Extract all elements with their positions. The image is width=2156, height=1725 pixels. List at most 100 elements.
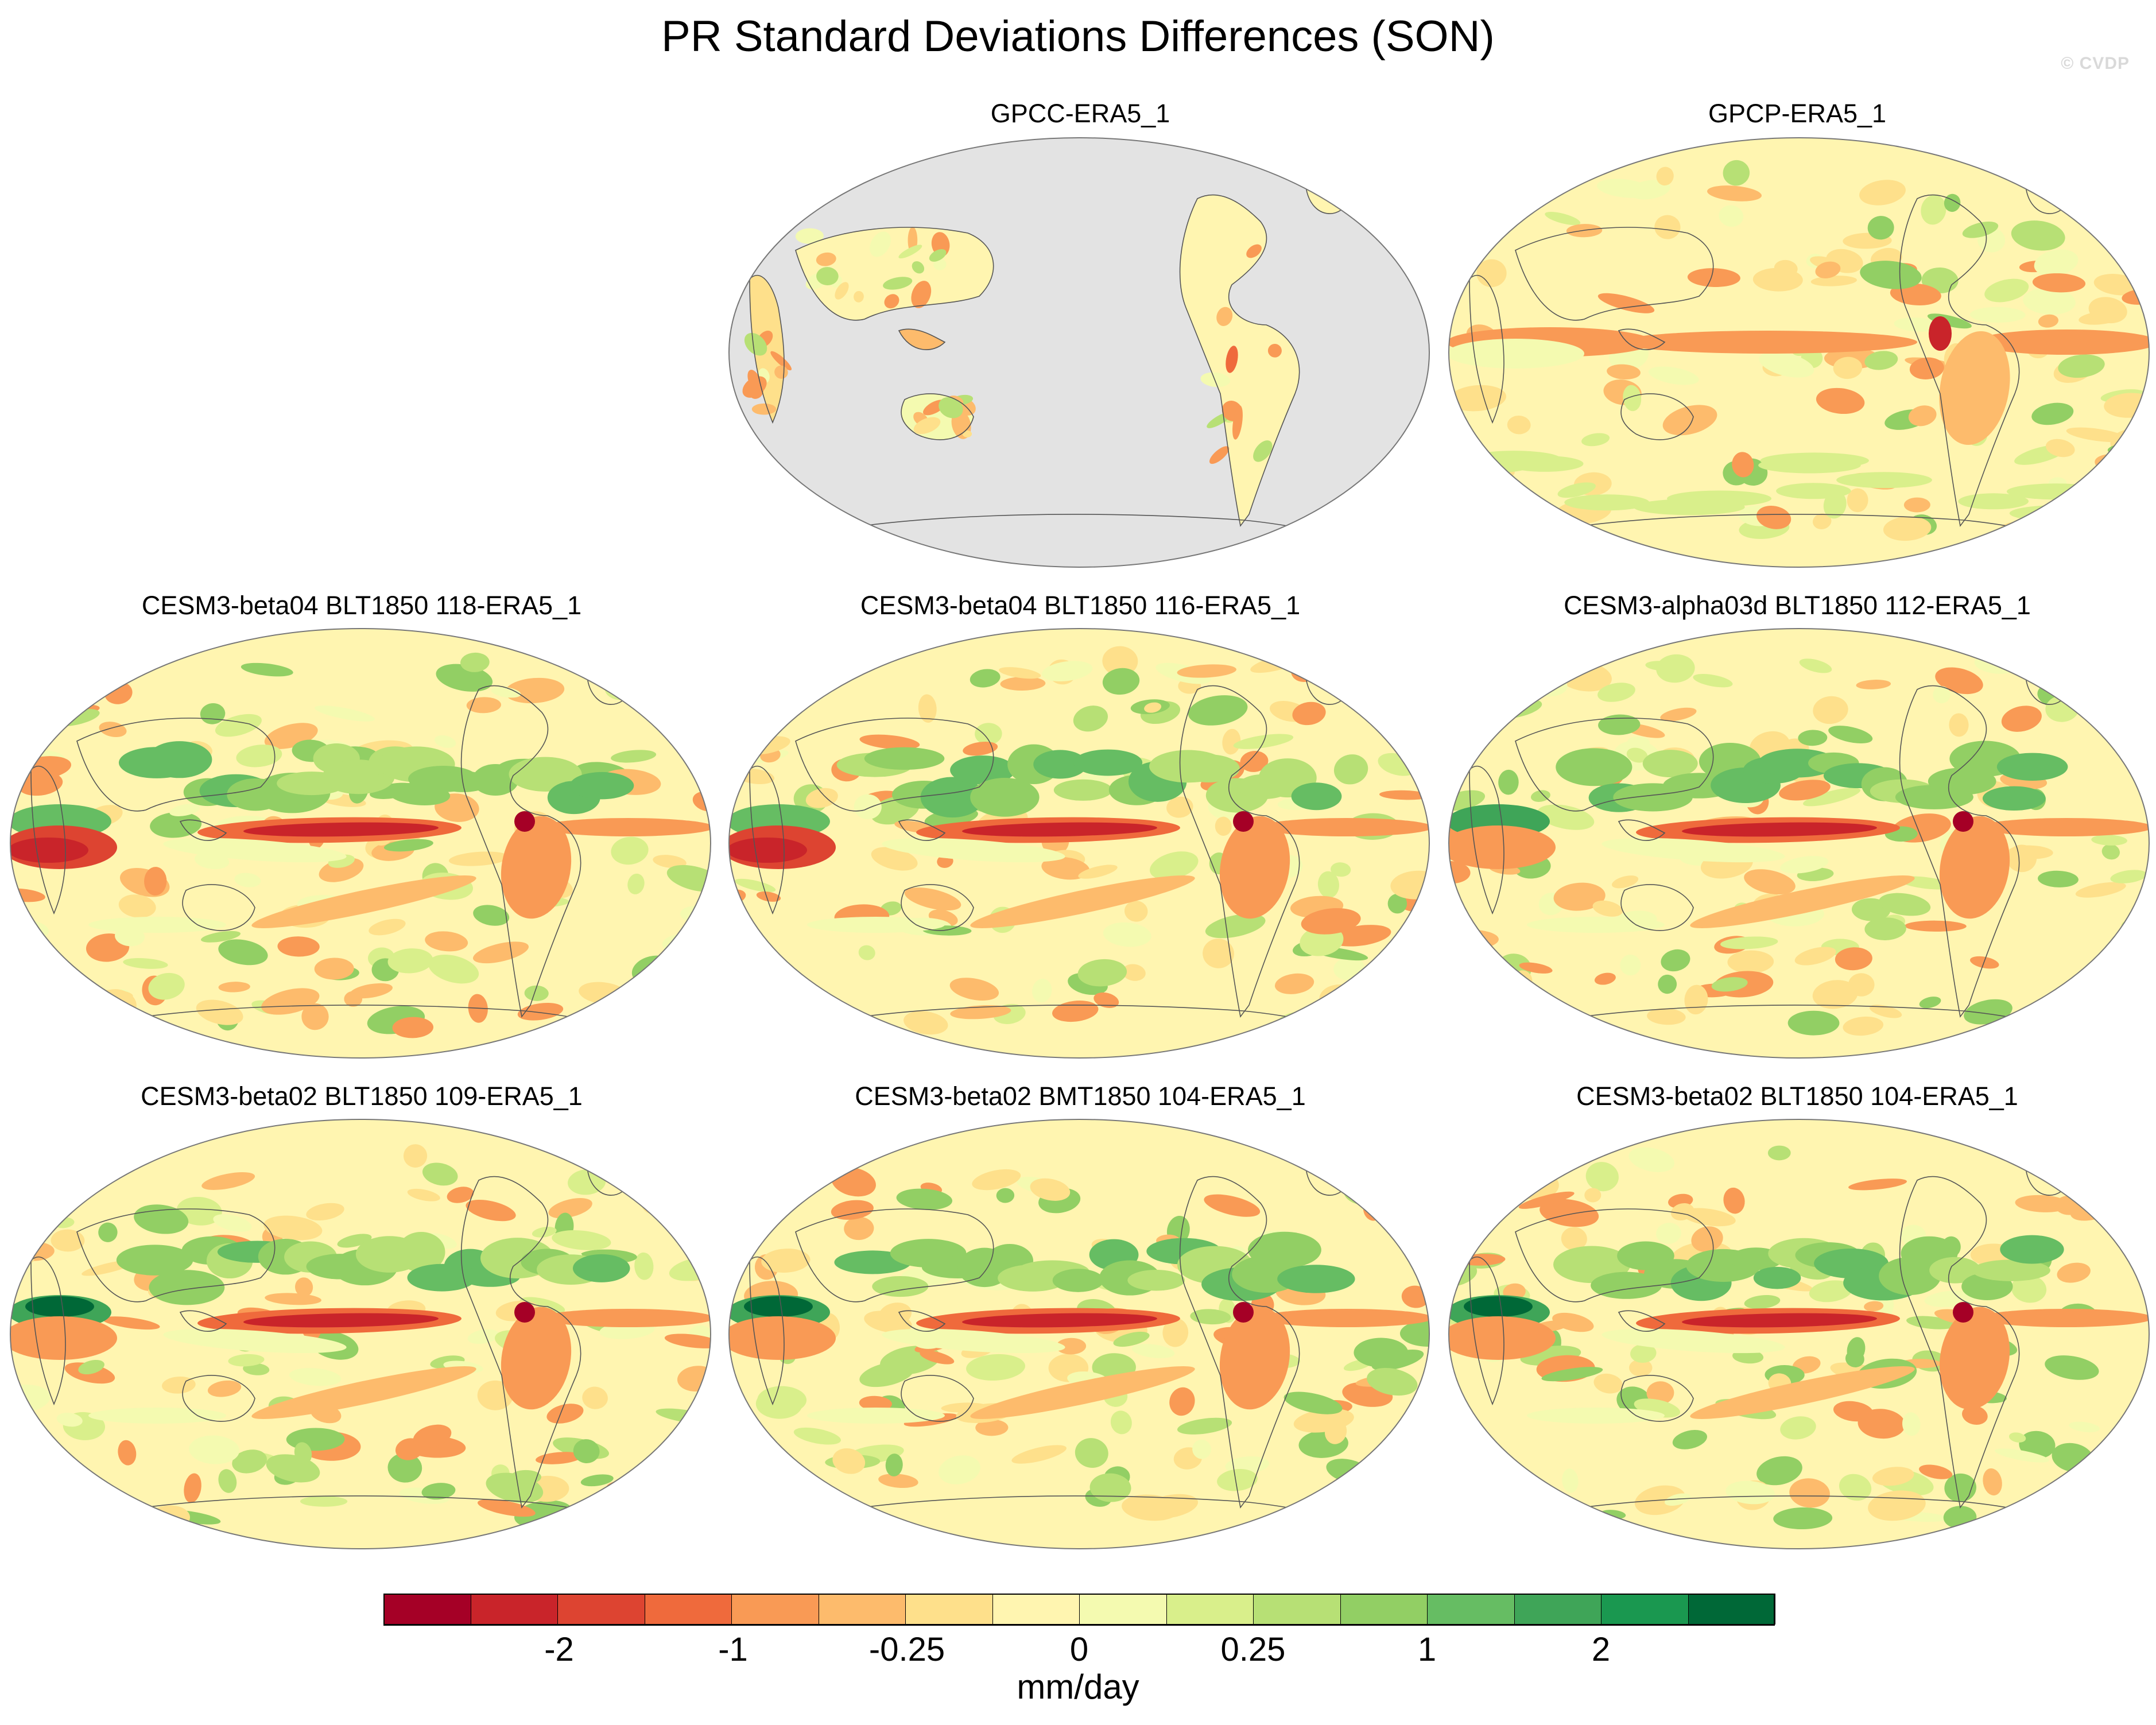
anomaly-patch <box>201 1172 255 1190</box>
anomaly-patch <box>2019 1431 2056 1459</box>
land-anomaly <box>751 403 777 415</box>
anomaly-patch <box>1720 936 1778 949</box>
anomaly-patch <box>1903 497 1930 513</box>
anomaly-patch <box>466 1200 516 1222</box>
green-band <box>397 1231 445 1273</box>
anomaly-patch <box>1626 747 1648 763</box>
anomaly-patch <box>1799 658 1832 673</box>
anomaly-patch <box>1872 1467 1914 1486</box>
anomaly-patch <box>805 788 838 808</box>
anomaly-patch <box>1205 913 1266 939</box>
anomaly-patch <box>1113 1331 1150 1347</box>
anomaly-patch <box>1562 1468 1579 1493</box>
anomaly-patch <box>1864 351 1898 370</box>
anomaly-patch <box>1032 978 1052 1003</box>
anomaly-patch <box>2101 844 2120 860</box>
anomaly-patch <box>1449 385 1506 412</box>
southern-band <box>1527 917 1665 933</box>
anomaly-patch <box>144 867 167 896</box>
anomaly-patch <box>1073 705 1108 732</box>
pacific-south-band <box>1602 838 1785 863</box>
anomaly-patch <box>1190 1309 1231 1325</box>
anomaly-patch <box>972 1169 1021 1191</box>
anomaly-patch <box>413 1424 452 1448</box>
map-field <box>1449 629 2149 1058</box>
anomaly-patch <box>1707 185 1762 201</box>
land-anomaly <box>929 249 947 262</box>
anomaly-patch <box>1656 1223 1681 1244</box>
anomaly-patch <box>434 735 456 748</box>
green-band <box>1177 754 1240 782</box>
colorbar-swatch <box>383 1594 471 1625</box>
anomaly-patch <box>2034 249 2079 276</box>
anomaly-patch <box>2011 1274 2047 1303</box>
indian-ocean-core <box>1464 1296 1533 1317</box>
anomaly-patch <box>1077 959 1127 987</box>
green-band <box>572 1254 630 1282</box>
anomaly-patch <box>1630 1344 1657 1363</box>
indian-ocean-core <box>729 838 807 863</box>
pacific-cold-tongue-core <box>243 1313 439 1328</box>
anomaly-patch <box>763 988 806 1005</box>
atlantic-itcz <box>1980 818 2149 836</box>
anomaly-patch <box>767 1502 809 1527</box>
coastline-asia <box>795 1208 994 1303</box>
map-bmt104 <box>728 1119 1430 1549</box>
anomaly-patch <box>1461 464 1486 486</box>
panel-title-116: CESM3-beta04 BLT1850 116-ERA5_1 <box>860 591 1301 620</box>
anomaly-patch <box>69 1493 112 1513</box>
colorbar-tick-label: 1 <box>1417 1631 1437 1668</box>
anomaly-patch <box>1867 216 1894 240</box>
anomaly-patch <box>859 1395 892 1411</box>
anomaly-patch <box>735 878 776 892</box>
anomaly-patch <box>1549 164 1573 176</box>
anomaly-patch <box>1779 780 1831 801</box>
anomaly-patch <box>148 972 185 1000</box>
anomaly-patch <box>1367 1367 1418 1396</box>
anomaly-patch <box>1656 166 1674 186</box>
anomaly-patch <box>858 945 875 960</box>
anomaly-patch <box>1810 276 1857 286</box>
coastline-maritime <box>179 819 227 841</box>
atlantic-itcz <box>1261 818 1429 836</box>
cvdp-watermark: © CVDP <box>2061 54 2130 73</box>
anomaly-patch <box>1274 973 1314 994</box>
map-116 <box>728 628 1430 1059</box>
anomaly-patch <box>10 888 45 902</box>
anomaly-patch <box>460 652 490 672</box>
anomaly-patch <box>477 1499 536 1517</box>
map-field <box>729 138 1429 567</box>
anomaly-patch <box>1773 1507 1833 1530</box>
anomaly-patch <box>1597 683 1635 702</box>
anomaly-patch <box>1366 680 1410 698</box>
anomaly-patch <box>611 750 657 763</box>
green-band <box>920 777 984 818</box>
anomaly-patch <box>611 836 649 865</box>
indian-ocean-core <box>10 838 88 863</box>
colorbar-units: mm/day <box>1017 1668 1139 1706</box>
anomaly-patch <box>1360 1502 1410 1522</box>
anomaly-patch <box>2130 1007 2149 1034</box>
anomaly-patch <box>118 894 156 918</box>
green-band <box>1073 749 1143 776</box>
map-outline <box>1448 1119 2150 1549</box>
south-america-anomaly <box>501 1307 572 1410</box>
anomaly-patch <box>196 999 243 1025</box>
anomaly-patch <box>1354 1338 1409 1367</box>
land-anomaly <box>884 294 899 309</box>
anomaly-patch <box>1474 1448 1504 1472</box>
green-band <box>569 772 634 800</box>
map-outline <box>728 1119 1430 1549</box>
anomaly-patch <box>878 1474 918 1488</box>
anomaly-patch <box>1935 667 1983 695</box>
anomaly-patch <box>885 1453 903 1476</box>
anomaly-patch <box>1815 261 1841 278</box>
southern-band <box>1527 1408 1665 1424</box>
anomaly-patch <box>1662 405 1717 436</box>
anomaly-patch <box>1970 956 1999 969</box>
anomaly-patch <box>2061 196 2108 207</box>
anomaly-patch <box>1833 356 1863 379</box>
anomaly-patch <box>505 677 565 704</box>
anomaly-patch <box>859 1362 914 1387</box>
anomaly-patch <box>1122 1494 1180 1521</box>
